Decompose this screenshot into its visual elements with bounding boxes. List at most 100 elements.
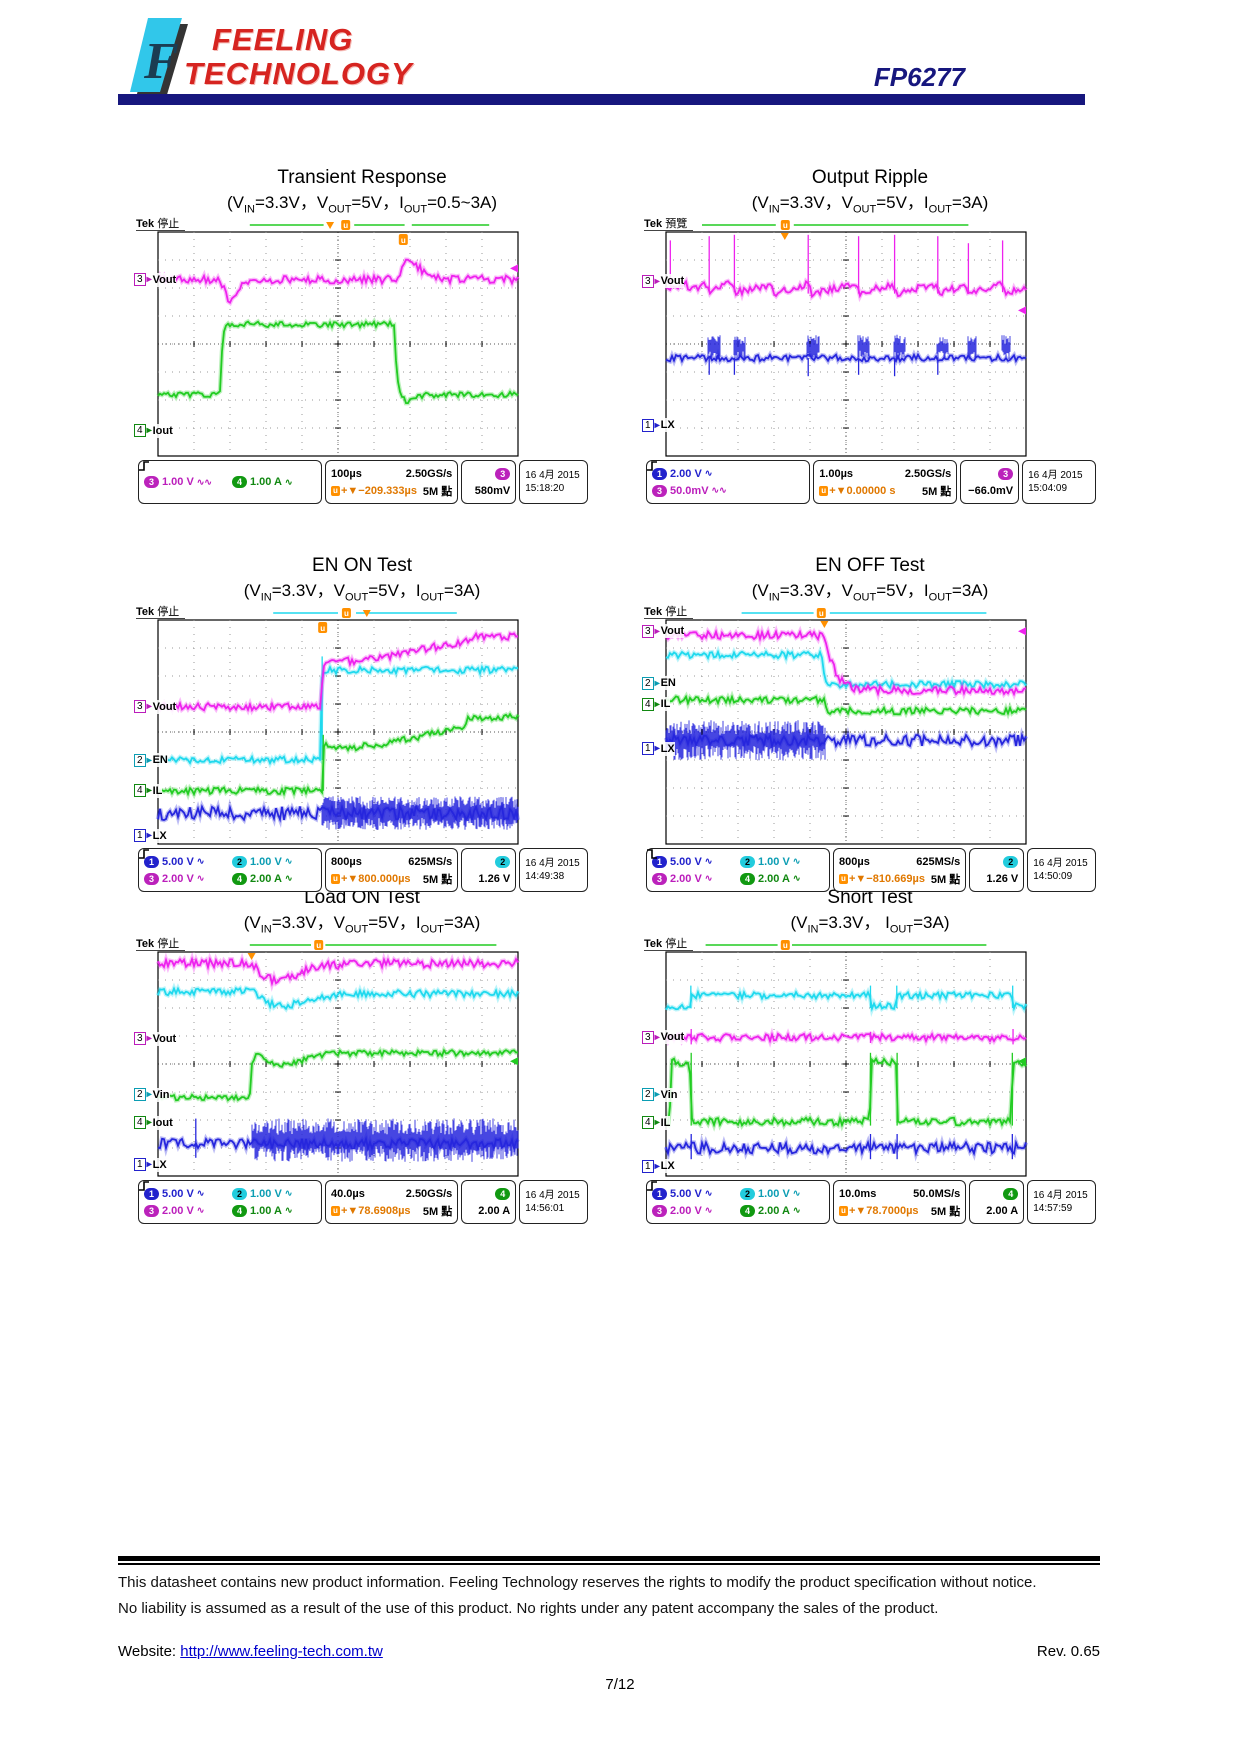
time-scale: 800µs [839,855,870,868]
channel-label-lx: 1 ▸ LX [642,741,675,756]
channel-badge: 4 [740,1204,755,1217]
svg-text:u: u [401,236,406,245]
record-length: 5M 點 [422,485,453,498]
trigger-level: 1.26 V [986,872,1019,885]
svg-text:u: u [344,609,349,618]
footer-disclaimer-line1: This datasheet contains new product info… [118,1574,1037,1591]
trigger-level-row: 1.26 V [467,870,510,887]
channel-scale: 5.00 V [670,1187,702,1200]
datetime-box: 16 4月 2015 14:49:38 [519,848,588,892]
record-row: u +▼800.000µs 5M 點 [331,870,452,887]
timebase-row: 10.0ms 50.0MS/s [839,1185,960,1202]
feeling-technology-logo: F FEELING TECHNOLOGY [128,16,428,100]
channel-readout-row: 3 2.00 V ∿ 4 1.00 A ∿ [144,1202,316,1219]
channel-label-vout: 3 ▸ Vout [134,1031,177,1046]
scope-panel-transient-response: Transient Response (VIN=3.3V，VOUT=5V，IOUT… [132,166,592,510]
channel-label-vout: 3 ▸ Vout [642,624,685,639]
coupling-icon: ∿ [285,1205,293,1215]
datetime-box: 16 4月 2015 14:56:01 [519,1180,588,1224]
coupling-icon: ∿∿ [711,485,727,495]
tek-status: Tek 停止 [136,938,186,951]
channel-label-iout: 4 ▸ Iout [134,423,173,438]
trigger-level-row: −66.0mV [966,482,1013,499]
coupling-icon: ∿ [704,856,713,866]
trigger-box: 4 2.00 A [647,1180,1025,1224]
channel-badge: 4 [232,872,247,885]
channel-readouts-box: 1 5.00 V ∿ 2 1.00 V ∿ 3 2.00 V ∿ 4 2.00 A ∿ [646,848,830,892]
scope-status-bar: 1 2.00 V ∿ 3 50.0mV ∿∿ 1.00µs 2.50GS/s u +▼0.0000… [646,460,1096,506]
channel-label-vin: 2 ▸ Vin [642,1087,678,1102]
channel-scale: 2.00 V [162,872,194,885]
trigger-box: 4 2.00 A [139,1180,517,1224]
website-link[interactable]: http://www.feeling-tech.com.tw [180,1643,383,1660]
trigger-source-row: 3 [647,461,1014,482]
channel-scale: 1.00 A [250,1204,283,1217]
coupling-icon: ∿ [196,1188,205,1198]
coupling-icon: ∿ [285,476,293,487]
trigger-channel-badge: 2 [495,855,511,868]
trigger-level: −66.0mV [968,484,1014,497]
svg-text:u: u [819,609,824,618]
channel-readout: 1 5.00 V ∿ [652,853,736,870]
channel-badge: 2 [740,1187,755,1200]
horizontal-offset: u +▼800.000µs [331,873,411,885]
channel-label-lx: 1 ▸ LX [134,828,167,843]
channel-readout: 2 1.00 V ∿ [232,853,316,870]
record-length: 5M 點 [422,873,453,886]
scope-time: 14:50:09 [1033,871,1073,882]
trigger-slope-rise-icon [139,849,149,859]
trigger-source-row: 4 [647,1181,1019,1202]
channel-scale: 1.00 V [758,1187,790,1200]
channel-badge: 3 [652,484,667,497]
channel-scale: 5.00 V [162,855,194,868]
coupling-icon: ∿ [284,1188,293,1198]
channel-scale: 1.00 A [250,476,283,488]
channel-label-vin: 2 ▸ Vin [134,1087,170,1102]
timebase-row: 800µs 625MS/s [331,853,452,870]
channel-label-lx: 1 ▸ LX [642,1159,675,1174]
horizontal-offset: u +▼0.00000 s [819,485,895,497]
channel-label-vout: 3 ▸ Vout [642,274,685,288]
channel-readout: 2 1.00 V ∿ [740,853,824,870]
scope-panel-output-ripple: Output Ripple (VIN=3.3V，VOUT=5V，IOUT=3A) u… [640,166,1100,510]
footer-rule-thick [118,1556,1100,1561]
channel-label-iout: 4 ▸ Iout [134,1115,173,1130]
panel-condition: (VIN=3.3V，VOUT=5V，IOUT=3A) [751,193,989,216]
time-scale: 10.0ms [839,1187,877,1200]
channel-readout-row: 1 5.00 V ∿ 2 1.00 V ∿ [144,1185,316,1202]
channel-scale: 2.00 A [250,872,283,885]
panel-title: EN OFF Test [815,555,925,576]
channel-badge: 3 [652,1204,667,1217]
oscilloscope-image-transient-response: u u Tek 停止 3 ▸ Vout 4 ▸ Iout 3 1.00 V ∿∿ 4 1.00 A ∿ 100… [132,218,592,510]
coupling-icon: ∿ [196,873,205,883]
channel-readouts-box: 1 5.00 V ∿ 2 1.00 V ∿ 3 2.00 V ∿ 4 2.00 A ∿ [138,848,322,892]
channel-badge: 3 [652,872,667,885]
trigger-level-row: 1.26 V [975,870,1018,887]
timebase-row: 1.00µs 2.50GS/s [819,465,951,482]
coupling-icon: ∿ [793,873,801,883]
header-divider-bar [118,94,1085,105]
channel-readouts-box: 1 5.00 V ∿ 2 1.00 V ∿ 3 2.00 V ∿ 4 2.00 A ∿ [646,1180,830,1224]
coupling-icon: ∿ [704,873,713,883]
tek-status: Tek 停止 [136,606,186,619]
channel-scale: 2.00 A [758,1204,791,1217]
oscilloscope-image-en-off-test: u Tek 停止 3 ▸ Vout 2 ▸ EN 4 ▸ IL 1 ▸ LX 1 5.00 V ∿ 2 1.00 V… [640,606,1100,898]
scope-date: 16 4月 2015 [525,1190,580,1201]
coupling-icon: ∿ [793,1205,801,1215]
channel-scale: 2.00 V [670,467,702,480]
footer-disclaimer-line2: No liability is assumed as a result of t… [118,1600,939,1617]
channel-readout: 1 2.00 V ∿ [652,465,736,482]
channel-scale: 5.00 V [162,1187,194,1200]
footer-rule-thin [118,1563,1100,1565]
channel-readout: 4 2.00 A ∿ [740,1202,824,1219]
channel-readouts-box: 1 2.00 V ∿ 3 50.0mV ∿∿ [646,460,811,504]
scope-screenshot: uu [155,220,520,457]
coupling-icon: ∿ [704,1188,713,1198]
scope-time: 15:04:09 [1028,483,1068,494]
svg-text:u: u [320,624,325,633]
logo-icon: F [130,18,188,98]
panel-condition: (VIN=3.3V，VOUT=5V，IOUT=0.5~3A) [226,193,498,216]
timebase-box: 10.0ms 50.0MS/s u +▼78.7000µs 5M 點 [833,1180,967,1224]
trigger-level: 2.00 A [478,1204,511,1217]
coupling-icon: ∿ [285,873,293,883]
